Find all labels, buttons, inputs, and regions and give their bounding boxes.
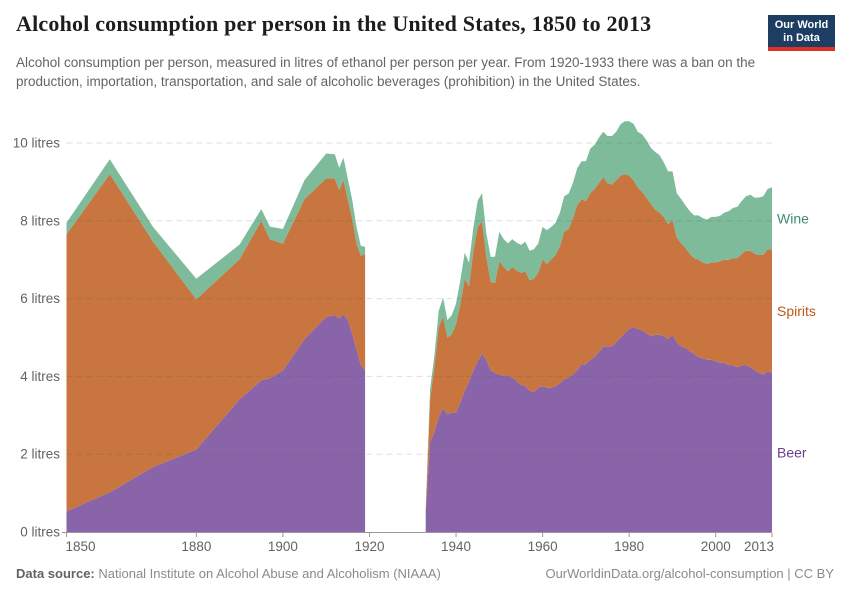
x-tick-label: 2000 — [701, 539, 731, 554]
legend-label-spirits[interactable]: Spirits — [777, 303, 816, 319]
area-spirits-seg1[interactable] — [66, 174, 366, 512]
page-title: Alcohol consumption per person in the Un… — [16, 11, 652, 36]
y-tick-label: 10 litres — [13, 136, 61, 151]
x-tick-label: 1880 — [181, 539, 211, 554]
x-tick-label: 1960 — [528, 539, 558, 554]
chart-subtitle: Alcohol consumption per person, measured… — [16, 55, 756, 90]
area-beer-seg1[interactable] — [66, 314, 366, 532]
x-tick-label: 1900 — [268, 539, 298, 554]
data-source-note: Data source: National Institute on Alcoh… — [16, 566, 441, 581]
x-tick-label: 1850 — [66, 539, 96, 554]
y-tick-label: 2 litres — [20, 447, 60, 462]
x-tick-label: 1980 — [614, 539, 644, 554]
legend-label-wine[interactable]: Wine — [777, 210, 809, 226]
owid-logo-line2: in Data — [783, 31, 820, 44]
x-tick-label: 2013 — [744, 539, 774, 554]
area-wine-seg1[interactable] — [66, 153, 366, 300]
owid-logo[interactable]: Our World in Data — [768, 15, 835, 51]
data-source-text: National Institute on Alcohol Abuse and … — [94, 566, 441, 581]
y-tick-label: 4 litres — [20, 369, 60, 384]
area-wine-seg2[interactable] — [425, 121, 772, 510]
x-tick-label: 1920 — [354, 539, 384, 554]
area-spirits-seg2[interactable] — [425, 174, 772, 513]
y-tick-label: 6 litres — [20, 291, 60, 306]
data-source-label: Data source: — [16, 566, 95, 581]
owid-logo-line1: Our World — [774, 19, 829, 31]
legend-label-beer[interactable]: Beer — [777, 444, 807, 460]
y-tick-label: 0 litres — [20, 525, 60, 540]
owid-attribution-link[interactable]: OurWorldinData.org/alcohol-consumption |… — [545, 566, 834, 581]
y-tick-label: 8 litres — [20, 213, 60, 228]
area-beer-seg2[interactable] — [425, 327, 772, 532]
x-tick-label: 1940 — [441, 539, 471, 554]
